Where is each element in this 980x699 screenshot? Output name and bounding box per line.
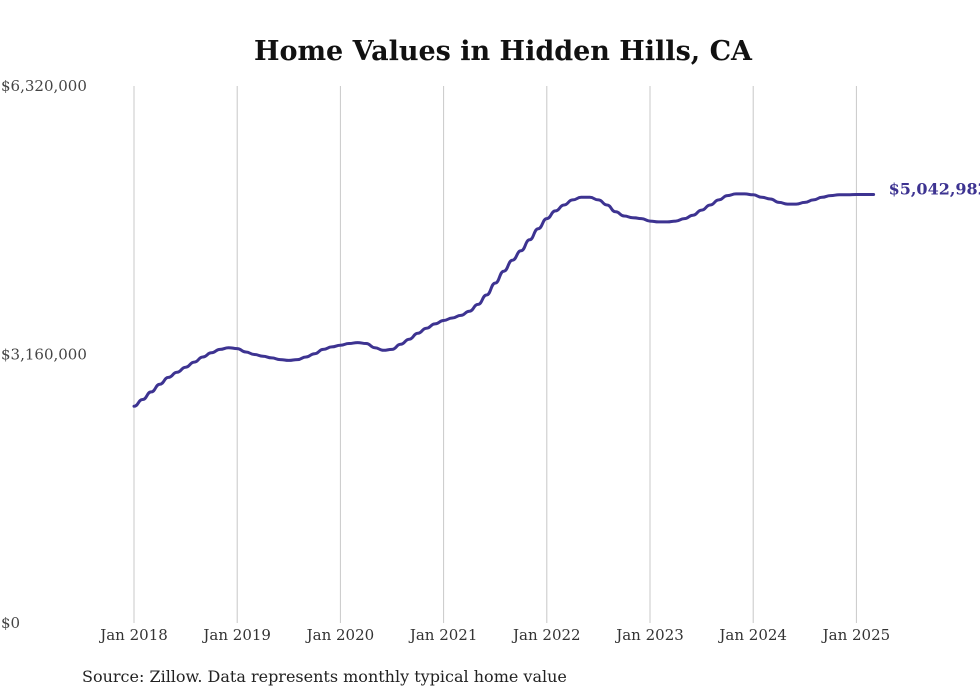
source-note: Source: Zillow. Data represents monthly …	[82, 667, 567, 686]
x-tick-label: Jan 2020	[305, 626, 375, 644]
x-tick-label: Jan 2021	[408, 626, 478, 644]
x-tick-label: Jan 2022	[511, 626, 581, 644]
y-axis-ticks: $0 $3,160,000 $6,320,000	[1, 77, 87, 632]
x-tick-label: Jan 2023	[614, 626, 684, 644]
y-tick-label: $0	[1, 614, 20, 632]
x-tick-label: Jan 2025	[821, 626, 891, 644]
y-tick-label: $6,320,000	[1, 77, 87, 95]
y-tick-label: $3,160,000	[1, 346, 87, 364]
x-tick-label: Jan 2019	[201, 626, 271, 644]
x-axis-ticks: Jan 2018 Jan 2019 Jan 2020 Jan 2021 Jan 2022…	[98, 626, 890, 644]
vertical-gridlines	[133, 86, 857, 623]
x-tick-label: Jan 2018	[98, 626, 168, 644]
x-tick-label: Jan 2024	[717, 626, 787, 644]
home-value-line	[132, 192, 876, 408]
end-value-label: $5,042,982	[889, 180, 980, 199]
chart-title: Home Values in Hidden Hills, CA	[254, 36, 753, 67]
